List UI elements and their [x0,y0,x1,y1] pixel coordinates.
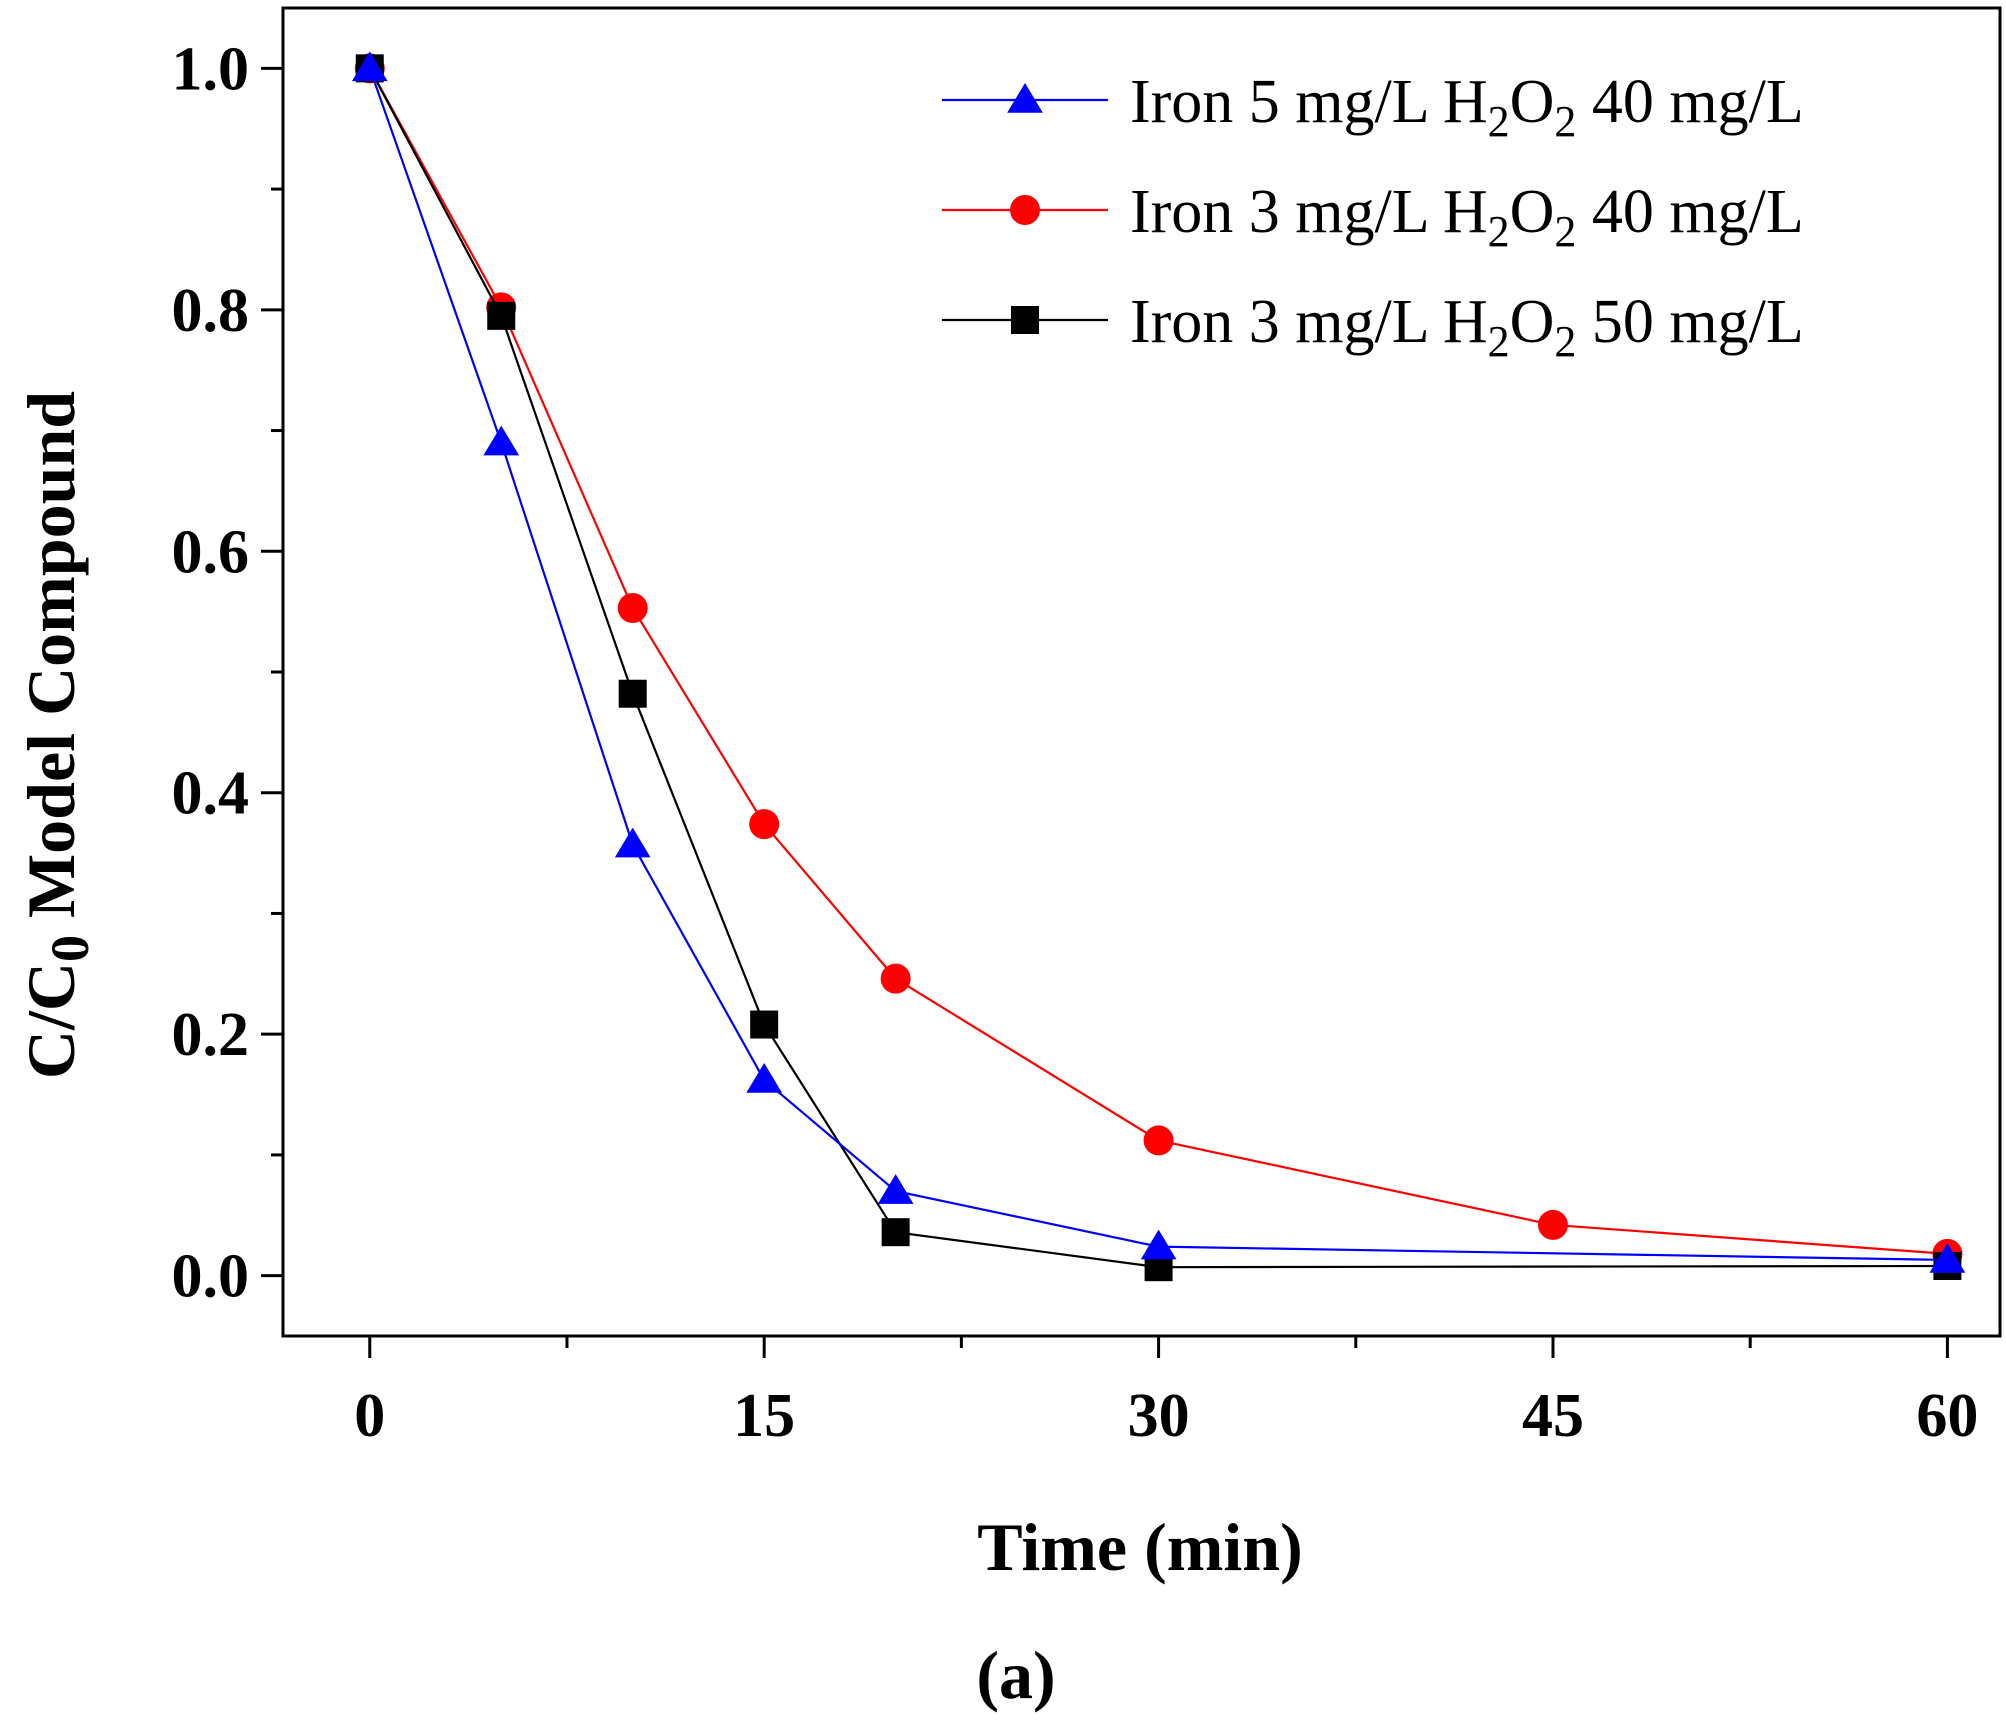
legend-label-text: O [1510,288,1555,356]
legend-label-text: O [1510,68,1555,136]
data-point-triangle [351,51,388,82]
x-tick-label: 15 [733,1382,795,1450]
data-series [351,51,1966,1282]
series-line [368,67,1948,1262]
data-point-circle [1538,1209,1569,1240]
legend-label-subscript: 2 [1488,207,1510,256]
y-tick-label: 0.0 [172,1243,250,1311]
axis-tick-labels: 0 15 30 45 60 0.0 0.2 0.4 0.6 0.8 1.0 [172,35,1979,1450]
data-point-triangle [1140,1229,1177,1260]
data-point-triangle [614,827,651,858]
y-axis-label-subscript: 0 [40,935,100,962]
legend-label: Iron 5 mg/L H2O2 40 mg/L [1130,68,1804,146]
x-tick-label: 30 [1128,1382,1190,1450]
legend-label-text: 40 mg/L [1576,178,1803,246]
y-axis-label-main: C/C [13,962,89,1079]
series-triangle [351,51,1966,1273]
legend-label: Iron 3 mg/L H2O2 50 mg/L [1130,288,1804,366]
legend-marker-square [1011,306,1039,334]
chart-subtitle: (a) [976,1637,1055,1713]
legend-label-text: O [1510,178,1555,246]
legend-label-text: 40 mg/L [1576,68,1803,136]
data-point-triangle [1929,1242,1966,1273]
data-point-triangle [746,1063,783,1093]
x-axis-label: Time (min) [977,1509,1303,1585]
data-point-circle [880,963,911,994]
data-point-triangle [877,1174,914,1204]
legend-marker-triangle [1007,83,1043,113]
y-axis-label: C/C0 Model Compound [13,391,100,1079]
data-point-square [750,1010,779,1039]
data-point-triangle [483,425,520,456]
y-tick-label: 1.0 [172,35,250,103]
legend-label-text: Iron 5 mg/L H [1130,68,1488,136]
legend-entry: Iron 5 mg/L H2O2 40 mg/L [942,68,1804,146]
x-tick-label: 0 [354,1382,385,1450]
series-line [368,67,1948,1256]
legend-label-subscript: 2 [1488,317,1510,366]
data-point-circle [1143,1125,1174,1156]
series-line [368,67,1948,1269]
y-tick-label: 0.6 [172,518,250,586]
legend-marker-circle [1010,195,1040,225]
data-point-square [618,679,647,708]
legend-entry: Iron 3 mg/L H2O2 40 mg/L [942,178,1804,256]
axis-ticks [261,66,1949,1358]
x-tick-label: 60 [1916,1382,1978,1450]
legend-entry: Iron 3 mg/L H2O2 50 mg/L [942,288,1804,366]
y-tick-label: 0.8 [172,277,250,345]
x-tick-label: 45 [1522,1382,1584,1450]
legend-label-text: 50 mg/L [1576,288,1803,356]
y-tick-label: 0.4 [172,760,250,828]
legend-label-text: Iron 3 mg/L H [1130,178,1488,246]
y-tick-label: 0.2 [172,1001,250,1069]
data-point-circle [749,809,780,840]
data-point-square [487,301,516,330]
data-point-circle [617,593,648,624]
legend-label-text: Iron 3 mg/L H [1130,288,1488,356]
legend-label-subscript: 2 [1554,317,1576,366]
y-axis-label-rest: Model Compound [13,391,89,935]
data-point-square [881,1218,910,1247]
legend-label-subscript: 2 [1554,207,1576,256]
legend-label: Iron 3 mg/L H2O2 40 mg/L [1130,178,1804,256]
legend-label-subscript: 2 [1554,97,1576,146]
legend-label-subscript: 2 [1488,97,1510,146]
